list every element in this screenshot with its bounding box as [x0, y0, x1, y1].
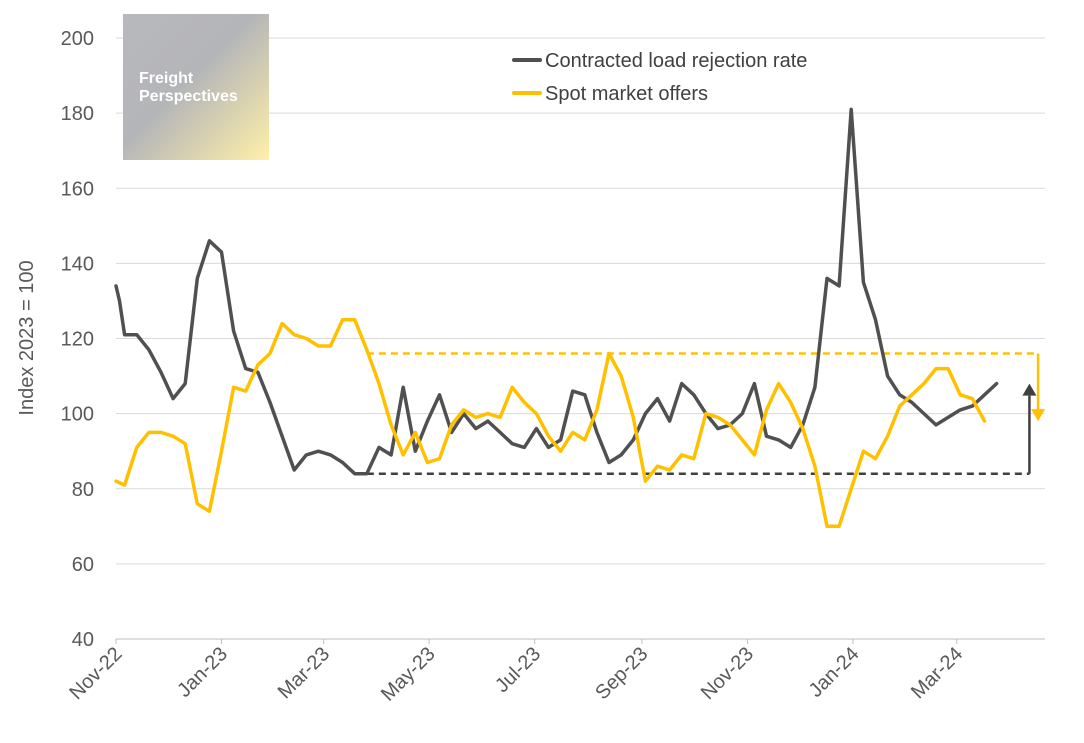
reference-arrow-head	[1031, 409, 1046, 422]
y-tick-label: 60	[72, 554, 94, 576]
x-tick-label: Jul-23	[491, 643, 545, 697]
x-tick-label: Nov-22	[65, 643, 126, 704]
x-tick-label: Mar-24	[907, 643, 967, 703]
y-tick-label: 120	[61, 329, 94, 351]
legend-label: Contracted load rejection rate	[545, 50, 807, 72]
gridlines	[116, 37, 1045, 640]
y-tick-label: 160	[61, 178, 94, 200]
reference-arrow-head	[1022, 383, 1037, 396]
logo-badge	[123, 14, 269, 160]
y-tick-label: 80	[72, 479, 94, 501]
x-tick-label: Sep-23	[591, 643, 652, 704]
series-lines	[114, 107, 999, 529]
y-axis: 40 60 80 100 120 140 160 180 200	[61, 28, 94, 651]
y-tick-label: 140	[61, 253, 94, 275]
logo: Freight Perspectives	[123, 14, 269, 160]
legend-label: Spot market offers	[545, 83, 708, 105]
y-axis-title: Index 2023 = 100	[16, 260, 38, 415]
x-tick-label: May-23	[377, 643, 440, 706]
y-tick-label: 180	[61, 103, 94, 125]
logo-text-2: Perspectives	[139, 88, 238, 105]
legend: Contracted load rejection rate Spot marke…	[512, 50, 807, 105]
series-line-2	[114, 317, 987, 529]
x-tick-label: Nov-23	[697, 643, 758, 704]
y-tick-label: 40	[72, 629, 94, 651]
x-tick-label: Mar-23	[274, 643, 334, 703]
series-line-1	[114, 107, 999, 476]
x-axis: Nov-22 Jan-23 Mar-23 May-23 Jul-23 Sep-23 Nov-…	[65, 638, 1045, 706]
y-tick-label: 200	[61, 28, 94, 50]
y-tick-label: 100	[61, 404, 94, 426]
reference-lines	[366, 352, 1046, 475]
logo-text: Freight	[139, 70, 194, 87]
x-tick-label: Jan-23	[173, 643, 232, 702]
x-tick-label: Jan-24	[805, 643, 864, 702]
